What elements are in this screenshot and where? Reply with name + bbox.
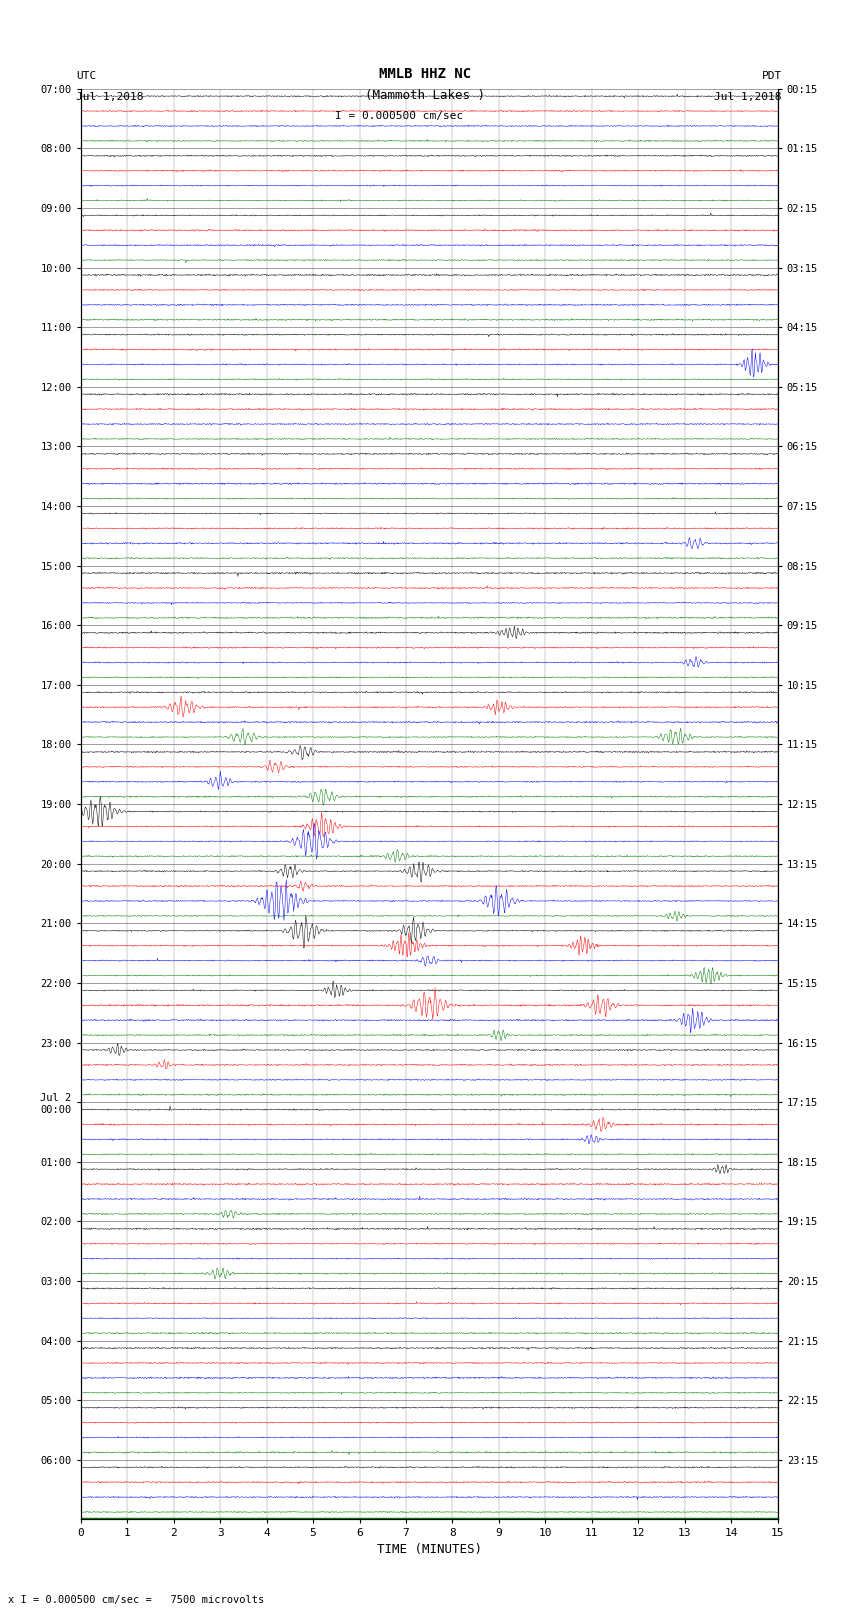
- Text: I = 0.000500 cm/sec: I = 0.000500 cm/sec: [336, 111, 463, 121]
- Text: Jul 1,2018: Jul 1,2018: [715, 92, 782, 102]
- X-axis label: TIME (MINUTES): TIME (MINUTES): [377, 1542, 482, 1555]
- Text: x I = 0.000500 cm/sec =   7500 microvolts: x I = 0.000500 cm/sec = 7500 microvolts: [8, 1595, 264, 1605]
- Text: Jul 1,2018: Jul 1,2018: [76, 92, 144, 102]
- Text: (Mammoth Lakes ): (Mammoth Lakes ): [365, 89, 485, 102]
- Text: MMLB HHZ NC: MMLB HHZ NC: [379, 66, 471, 81]
- Text: PDT: PDT: [762, 71, 782, 81]
- Text: UTC: UTC: [76, 71, 97, 81]
